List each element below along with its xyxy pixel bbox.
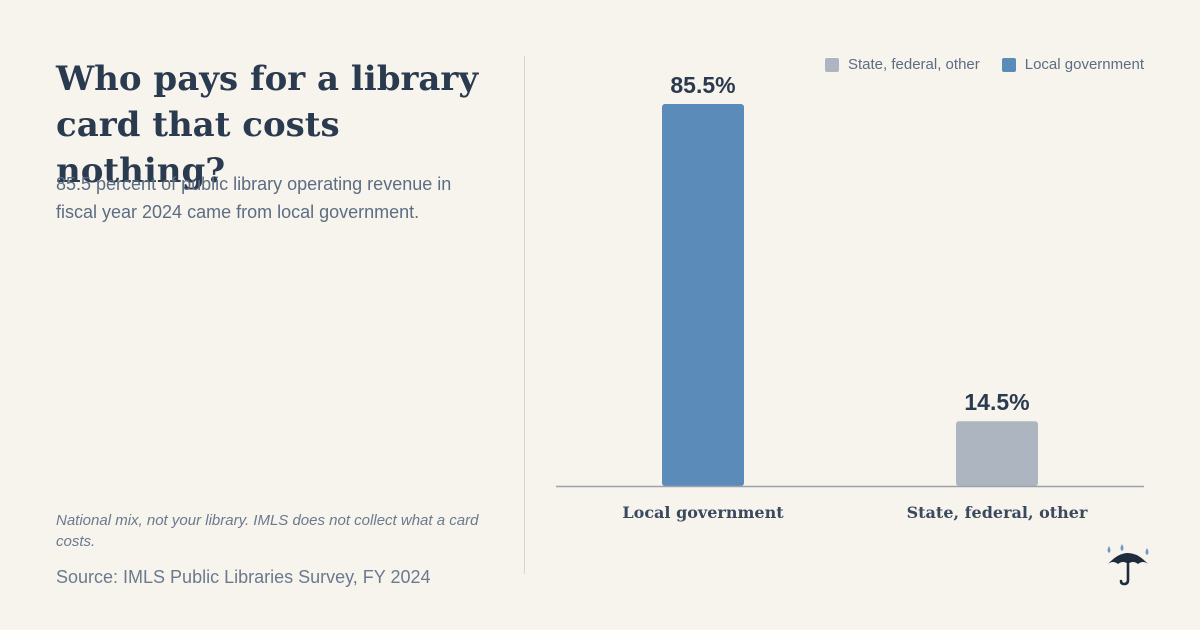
x-tick-label-local-government: Local government: [622, 503, 784, 522]
data-label-state-federal-other: 14.5%: [964, 389, 1029, 415]
raindrop-mid: [1120, 544, 1124, 551]
raindrop-right: [1145, 548, 1149, 555]
page-title: Who pays for a library card that costs n…: [56, 59, 479, 191]
legend-item-local: Local government: [1001, 56, 1144, 73]
left-panel: Who pays for a library card that costs n…: [56, 56, 506, 596]
x-tick-label-state-federal-other: State, federal, other: [907, 503, 1088, 522]
source-line: Source: IMLS Public Libraries Survey, FY…: [56, 567, 431, 587]
umbrella-handle: [1119, 562, 1130, 586]
bar-state-federal-other: [956, 421, 1038, 486]
legend-swatch-local: [1001, 57, 1016, 72]
raindrop-left: [1107, 546, 1111, 553]
legend-swatch-other: [825, 57, 839, 72]
subtitle: 85.5 percent of public library operating…: [56, 174, 452, 222]
footnote: National mix, not your library. IMLS doe…: [56, 512, 479, 550]
legend-item-other: State, federal, other: [825, 56, 980, 73]
umbrella-canopy: [1108, 553, 1148, 564]
umbrella-icon: [1107, 544, 1149, 586]
vertical-divider: [524, 56, 525, 574]
bar-local-government: [662, 104, 744, 486]
legend-label-other: State, federal, other: [848, 56, 980, 73]
data-label-local-government: 85.5%: [670, 72, 735, 98]
chart-legend: State, federal, other Local government: [825, 56, 1144, 73]
legend-label-local: Local government: [1024, 56, 1144, 73]
